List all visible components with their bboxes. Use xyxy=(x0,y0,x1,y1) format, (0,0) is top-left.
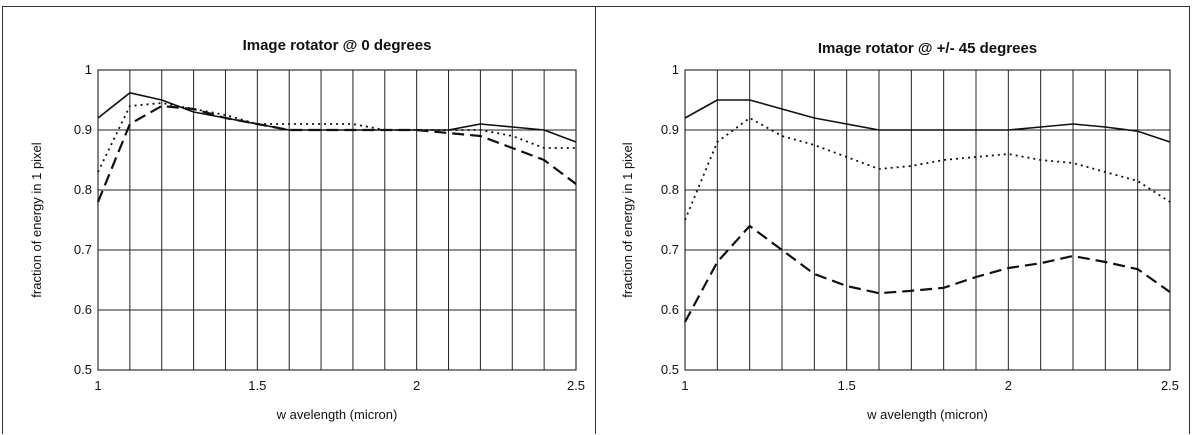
plot-area xyxy=(685,70,1170,370)
chart-title: Image rotator @ +/- 45 degrees xyxy=(818,40,1037,57)
plot-area xyxy=(98,70,576,370)
x-tick-label: 2.5 xyxy=(1161,378,1179,393)
y-tick-label: 1 xyxy=(672,62,679,77)
chart-left: 0.5 0.6 0.7 0.8 0.9 1 1 1.5 2 2.5 Image rotator @ … xyxy=(3,7,597,435)
y-axis-label: fraction of energy in 1 pixel xyxy=(620,142,635,297)
x-tick-label: 1.5 xyxy=(248,378,266,393)
y-tick-label: 0.7 xyxy=(74,242,92,257)
x-tick-label: 1 xyxy=(681,378,688,393)
chart-panel-right: 0.5 0.6 0.7 0.8 0.9 1 1 1.5 2 2.5 Image rotator @ … xyxy=(596,6,1190,434)
x-axis-label: w avelength (micron) xyxy=(866,407,988,422)
x-tick-label: 1.5 xyxy=(838,378,856,393)
x-tick-label: 2 xyxy=(1005,378,1012,393)
y-tick-label: 0.9 xyxy=(74,122,92,137)
x-tick-label: 2 xyxy=(413,378,420,393)
y-tick-label: 0.7 xyxy=(661,242,679,257)
y-tick-label: 0.5 xyxy=(661,362,679,377)
x-tick-label: 2.5 xyxy=(567,378,585,393)
chart-panel-left: 0.5 0.6 0.7 0.8 0.9 1 1 1.5 2 2.5 Image rotator @ … xyxy=(2,6,596,434)
y-tick-label: 0.6 xyxy=(74,302,92,317)
y-tick-label: 0.5 xyxy=(74,362,92,377)
x-tick-label: 1 xyxy=(94,378,101,393)
y-tick-label: 1 xyxy=(85,62,92,77)
y-tick-label: 0.9 xyxy=(661,122,679,137)
x-axis-label: w avelength (micron) xyxy=(276,407,398,422)
chart-title: Image rotator @ 0 degrees xyxy=(243,37,432,54)
y-tick-label: 0.8 xyxy=(661,182,679,197)
y-tick-label: 0.6 xyxy=(661,302,679,317)
y-axis-label: fraction of energy in 1 pixel xyxy=(29,142,44,297)
y-tick-label: 0.8 xyxy=(74,182,92,197)
chart-right: 0.5 0.6 0.7 0.8 0.9 1 1 1.5 2 2.5 Image rotator @ … xyxy=(596,7,1190,435)
